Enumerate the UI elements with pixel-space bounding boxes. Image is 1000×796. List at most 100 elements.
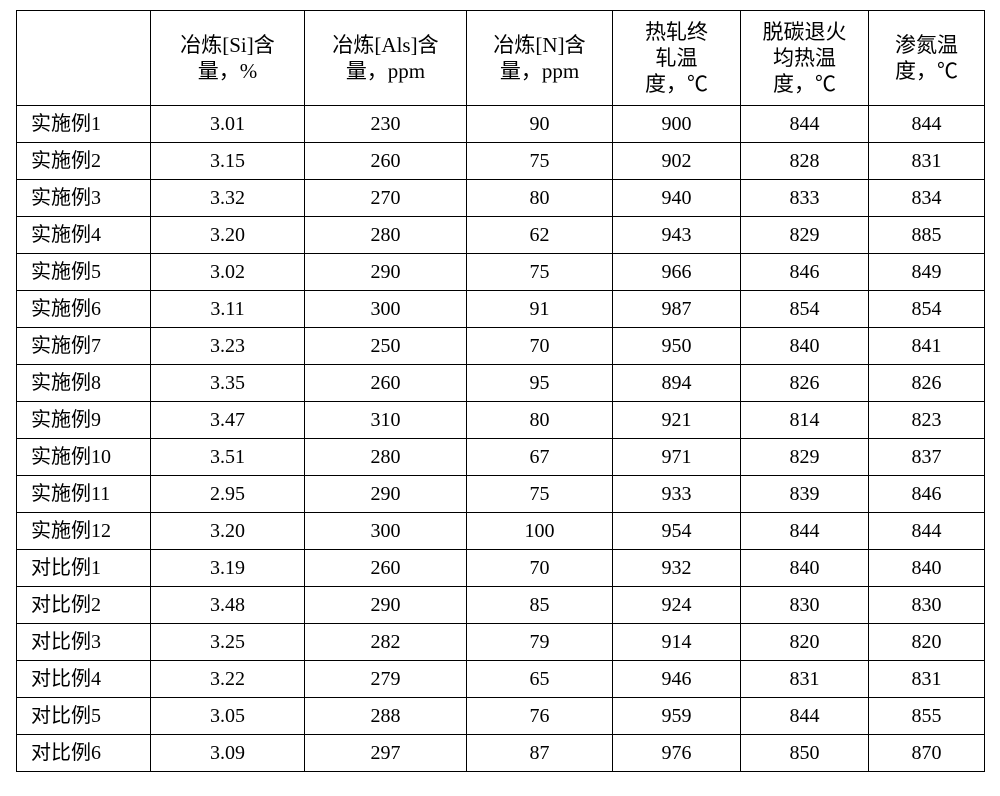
cell: 830: [869, 587, 985, 624]
cell: 79: [467, 624, 613, 661]
cell: 833: [741, 180, 869, 217]
col-header-text: 热轧终轧温度，℃: [645, 19, 708, 98]
table-row: 实施例43.2028062943829885: [17, 217, 985, 254]
cell: 828: [741, 143, 869, 180]
cell: 3.20: [151, 217, 305, 254]
table-row: 实施例123.20300100954844844: [17, 513, 985, 550]
row-label: 实施例4: [17, 217, 151, 254]
cell: 826: [741, 365, 869, 402]
cell: 290: [305, 254, 467, 291]
cell: 100: [467, 513, 613, 550]
cell: 3.48: [151, 587, 305, 624]
cell: 290: [305, 476, 467, 513]
cell: 3.09: [151, 735, 305, 772]
col-header-2: 冶炼[Als]含量，ppm: [305, 11, 467, 106]
cell: 282: [305, 624, 467, 661]
cell: 933: [613, 476, 741, 513]
cell: 65: [467, 661, 613, 698]
cell: 80: [467, 180, 613, 217]
cell: 976: [613, 735, 741, 772]
col-header-3: 冶炼[N]含量，ppm: [467, 11, 613, 106]
cell: 288: [305, 698, 467, 735]
cell: 846: [869, 476, 985, 513]
row-label: 实施例7: [17, 328, 151, 365]
cell: 854: [869, 291, 985, 328]
cell: 75: [467, 143, 613, 180]
cell: 870: [869, 735, 985, 772]
table-row: 实施例73.2325070950840841: [17, 328, 985, 365]
cell: 840: [869, 550, 985, 587]
cell: 943: [613, 217, 741, 254]
cell: 297: [305, 735, 467, 772]
cell: 87: [467, 735, 613, 772]
table-row: 实施例112.9529075933839846: [17, 476, 985, 513]
row-label: 对比例6: [17, 735, 151, 772]
cell: 971: [613, 439, 741, 476]
cell: 831: [869, 661, 985, 698]
cell: 85: [467, 587, 613, 624]
row-label: 实施例5: [17, 254, 151, 291]
col-header-text: 渗氮温度，℃: [895, 32, 958, 85]
table-row: 对比例53.0528876959844855: [17, 698, 985, 735]
cell: 831: [741, 661, 869, 698]
cell: 839: [741, 476, 869, 513]
cell: 823: [869, 402, 985, 439]
cell: 954: [613, 513, 741, 550]
cell: 950: [613, 328, 741, 365]
cell: 840: [741, 328, 869, 365]
table-row: 实施例63.1130091987854854: [17, 291, 985, 328]
cell: 230: [305, 106, 467, 143]
cell: 3.32: [151, 180, 305, 217]
cell: 924: [613, 587, 741, 624]
cell: 67: [467, 439, 613, 476]
table-row: 实施例13.0123090900844844: [17, 106, 985, 143]
cell: 3.05: [151, 698, 305, 735]
cell: 841: [869, 328, 985, 365]
row-label: 实施例1: [17, 106, 151, 143]
table-row: 对比例13.1926070932840840: [17, 550, 985, 587]
row-label: 对比例4: [17, 661, 151, 698]
table-row: 实施例93.4731080921814823: [17, 402, 985, 439]
cell: 959: [613, 698, 741, 735]
row-label: 实施例11: [17, 476, 151, 513]
col-header-text: 冶炼[N]含量，ppm: [493, 32, 585, 85]
cell: 3.22: [151, 661, 305, 698]
col-header-text: 冶炼[Si]含量，%: [180, 32, 275, 85]
col-header-text: 冶炼[Als]含量，ppm: [332, 32, 438, 85]
cell: 834: [869, 180, 985, 217]
table-row: 对比例43.2227965946831831: [17, 661, 985, 698]
col-header-4: 热轧终轧温度，℃: [613, 11, 741, 106]
cell: 90: [467, 106, 613, 143]
cell: 932: [613, 550, 741, 587]
cell: 260: [305, 365, 467, 402]
data-table: 冶炼[Si]含量，% 冶炼[Als]含量，ppm 冶炼[N]含量，ppm 热轧终轧温度…: [16, 10, 985, 772]
row-label: 对比例1: [17, 550, 151, 587]
cell: 70: [467, 550, 613, 587]
cell: 987: [613, 291, 741, 328]
cell: 3.51: [151, 439, 305, 476]
cell: 3.02: [151, 254, 305, 291]
table-row: 对比例23.4829085924830830: [17, 587, 985, 624]
cell: 270: [305, 180, 467, 217]
cell: 280: [305, 217, 467, 254]
table-body: 实施例13.0123090900844844实施例23.152607590282…: [17, 106, 985, 772]
cell: 300: [305, 291, 467, 328]
cell: 814: [741, 402, 869, 439]
col-header-6: 渗氮温度，℃: [869, 11, 985, 106]
cell: 830: [741, 587, 869, 624]
row-label: 实施例2: [17, 143, 151, 180]
cell: 279: [305, 661, 467, 698]
table-row: 实施例23.1526075902828831: [17, 143, 985, 180]
row-label: 实施例9: [17, 402, 151, 439]
cell: 80: [467, 402, 613, 439]
cell: 3.25: [151, 624, 305, 661]
cell: 820: [741, 624, 869, 661]
cell: 921: [613, 402, 741, 439]
cell: 3.19: [151, 550, 305, 587]
table-row: 实施例33.3227080940833834: [17, 180, 985, 217]
row-label: 对比例2: [17, 587, 151, 624]
col-header-1: 冶炼[Si]含量，%: [151, 11, 305, 106]
table-row: 实施例83.3526095894826826: [17, 365, 985, 402]
cell: 3.23: [151, 328, 305, 365]
cell: 894: [613, 365, 741, 402]
